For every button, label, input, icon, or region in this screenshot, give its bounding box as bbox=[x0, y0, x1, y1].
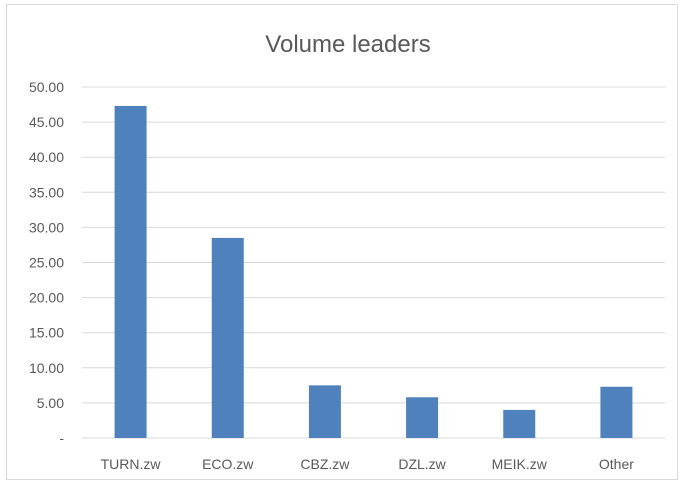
y-tick-label: 5.00 bbox=[37, 395, 64, 411]
y-tick-label: 10.00 bbox=[29, 360, 64, 376]
x-axis-ticks: TURN.zw ECO.zw CBZ.zw DZL.zw MEIK.zw Other bbox=[101, 456, 635, 472]
y-axis-ticks: - 5.00 10.00 15.00 20.00 25.00 30.00 35.00 40.00… bbox=[29, 79, 64, 446]
bar-turn-zw bbox=[114, 105, 147, 438]
y-tick-label: 45.00 bbox=[29, 114, 64, 130]
x-tick-label: CBZ.zw bbox=[300, 456, 350, 472]
y-tick-label: 40.00 bbox=[29, 149, 64, 165]
x-tick-label: TURN.zw bbox=[101, 456, 162, 472]
x-tick-label: DZL.zw bbox=[398, 456, 446, 472]
bar-eco-zw bbox=[211, 237, 244, 438]
bar-other bbox=[600, 386, 633, 438]
bar-cbz-zw bbox=[308, 385, 341, 438]
y-tick-label: - bbox=[59, 430, 64, 446]
gridlines bbox=[82, 86, 665, 439]
chart-title: Volume leaders bbox=[265, 31, 430, 58]
y-tick-label: 20.00 bbox=[29, 290, 64, 306]
y-tick-label: 35.00 bbox=[29, 184, 64, 200]
y-tick-label: 25.00 bbox=[29, 255, 64, 271]
x-tick-label: MEIK.zw bbox=[492, 456, 548, 472]
x-tick-label: Other bbox=[599, 456, 634, 472]
x-tick-label: ECO.zw bbox=[202, 456, 254, 472]
y-tick-label: 30.00 bbox=[29, 219, 64, 235]
y-tick-label: 15.00 bbox=[29, 325, 64, 341]
bar-dzl-zw bbox=[406, 397, 439, 438]
bars bbox=[114, 105, 633, 438]
y-tick-label: 50.00 bbox=[29, 79, 64, 95]
bar-meik-zw bbox=[503, 409, 536, 438]
